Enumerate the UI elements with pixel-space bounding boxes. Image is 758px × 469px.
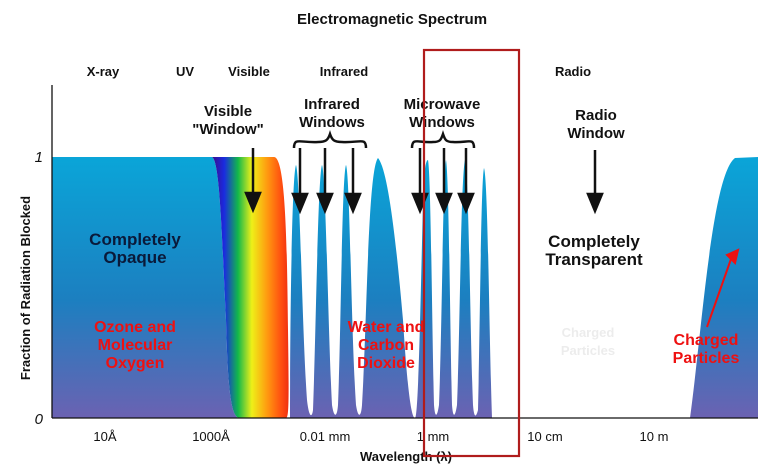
band-label: Infrared bbox=[320, 64, 368, 79]
ozone-label: Ozone and Molecular Oxygen bbox=[94, 319, 176, 372]
y-tick-label: 0 bbox=[35, 411, 44, 428]
visible-window-label: "Window" bbox=[192, 121, 264, 138]
charged-label-line: Charged bbox=[674, 332, 739, 349]
down-arrow-icon bbox=[316, 192, 334, 215]
down-arrow-icon bbox=[344, 192, 362, 215]
x-tick-label: 10 m bbox=[640, 429, 669, 444]
band-label: Radio bbox=[555, 64, 591, 79]
x-tick-label: 10 cm bbox=[527, 429, 562, 444]
transparent-label: Transparent bbox=[545, 250, 643, 269]
down-arrow-icon bbox=[586, 192, 604, 215]
visible-window-label: Visible bbox=[204, 103, 252, 120]
infrared-windows-label: Infrared bbox=[304, 96, 360, 113]
water-label-line: Water and bbox=[348, 319, 425, 336]
x-tick-label: 10Å bbox=[93, 429, 116, 444]
ozone-label-line: Oxygen bbox=[106, 355, 165, 372]
x-tick-label: 0.01 mm bbox=[300, 429, 351, 444]
y-axis-label: Fraction of Radiation Blocked bbox=[18, 196, 33, 380]
faded-label-line: Charged bbox=[562, 325, 615, 340]
infrared-windows-label: Windows bbox=[299, 114, 365, 131]
down-arrow-icon bbox=[457, 192, 475, 215]
up-arrow-icon bbox=[725, 248, 740, 265]
water-label: Water and Carbon Dioxide bbox=[348, 319, 425, 372]
band-label: UV bbox=[176, 64, 194, 79]
water-label-line: Dioxide bbox=[357, 355, 415, 372]
down-arrow-icon bbox=[435, 192, 453, 215]
microwave-brace bbox=[410, 130, 476, 149]
x-tick-label: 1 mm bbox=[417, 429, 450, 444]
radio-window-label: Radio bbox=[575, 107, 617, 124]
faded-label: Charged Particles bbox=[561, 325, 615, 358]
charged-label-line: Particles bbox=[673, 350, 740, 367]
radio-window-label: Window bbox=[567, 125, 625, 142]
y-tick-label: 1 bbox=[35, 149, 43, 166]
visible-spectrum-band bbox=[212, 157, 289, 418]
x-tick-label: 1000Å bbox=[192, 429, 230, 444]
microwave-windows-label: Microwave bbox=[404, 96, 481, 113]
ozone-label-line: Ozone and bbox=[94, 319, 176, 336]
charged-particle-curve bbox=[690, 157, 758, 418]
red-arrow bbox=[706, 248, 740, 328]
charged-particles-label: Charged Particles bbox=[673, 332, 740, 367]
faded-label-line: Particles bbox=[561, 343, 615, 358]
band-label: X-ray bbox=[87, 64, 120, 79]
ozone-label-line: Molecular bbox=[98, 337, 173, 354]
infrared-brace bbox=[292, 130, 368, 149]
opaque-label: Opaque bbox=[103, 248, 166, 267]
water-label-line: Carbon bbox=[358, 337, 414, 354]
opaque-label: Completely bbox=[89, 230, 181, 249]
x-axis-label: Wavelength (λ) bbox=[360, 449, 452, 464]
transparent-label: Completely bbox=[548, 232, 640, 251]
highlight-box bbox=[422, 48, 521, 458]
down-arrow-icon bbox=[291, 192, 309, 215]
microwave-windows-label: Windows bbox=[409, 114, 475, 131]
chart-title: Electromagnetic Spectrum bbox=[297, 11, 487, 28]
down-arrow-icon bbox=[244, 191, 262, 214]
absorption-curve bbox=[52, 157, 492, 418]
band-label: Visible bbox=[228, 64, 270, 79]
